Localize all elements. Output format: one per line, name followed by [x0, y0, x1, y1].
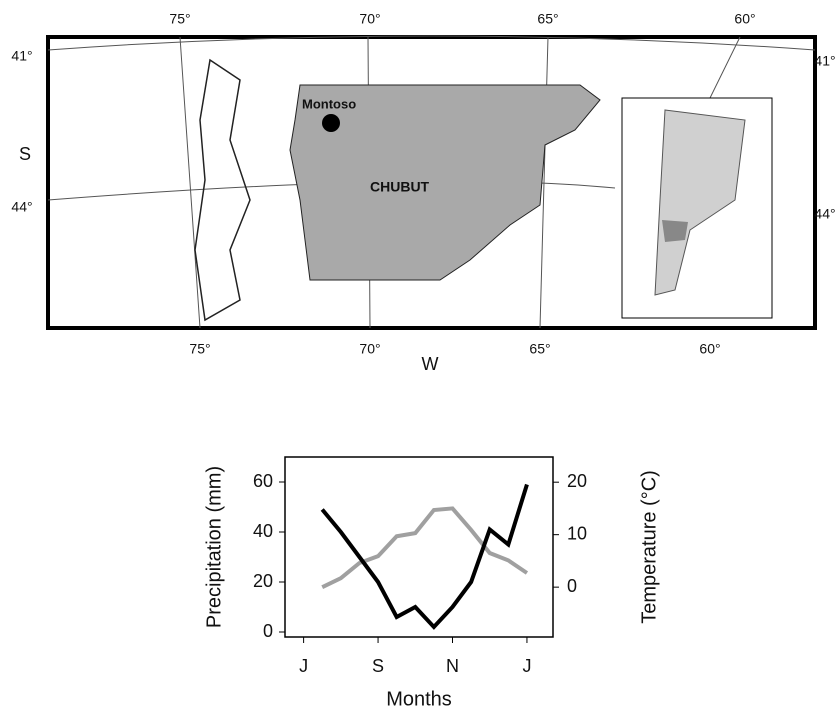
longitude-label: 70° — [359, 341, 380, 357]
y2-axis-label: Temperature (°C) — [638, 470, 660, 624]
y-tick-label: 60 — [253, 471, 273, 491]
latitude-label: 44° — [11, 199, 32, 215]
site-label: Montoso — [302, 96, 356, 111]
y2-tick-label: 20 — [567, 471, 587, 491]
chart: Months Precipitation (mm) Temperature (°… — [203, 456, 660, 710]
longitude-label: 65° — [529, 341, 550, 357]
x-tick-label: J — [522, 656, 531, 676]
data-line — [321, 506, 529, 589]
longitude-label: 60° — [734, 11, 755, 27]
chubut-province — [289, 84, 601, 281]
site-marker — [322, 114, 340, 132]
longitude-label: 60° — [699, 341, 720, 357]
latitude-label: 41° — [11, 48, 32, 64]
longitude-label: 75° — [169, 11, 190, 27]
x-tick-label: N — [446, 656, 459, 676]
map: 75° 70° 65° 60° 75° 70° 65° 60° W S 41° … — [11, 11, 835, 374]
y-tick-label: 0 — [263, 621, 273, 641]
x-tick-label: J — [299, 656, 308, 676]
longitude-label: 65° — [537, 11, 558, 27]
x-axis-label: Months — [386, 688, 452, 710]
plot-frame — [284, 456, 554, 638]
latitude-label: 41° — [814, 53, 835, 69]
data-line — [320, 483, 529, 630]
y-tick-label: 40 — [253, 521, 273, 541]
chile-coast — [194, 58, 251, 322]
latitude-label: 44° — [814, 206, 835, 222]
hemisphere-label: S — [19, 144, 31, 164]
x-tick-label: S — [372, 656, 384, 676]
y2-tick-label: 10 — [567, 523, 587, 543]
y2-tick-label: 0 — [567, 576, 577, 596]
y-axis-label: Precipitation (mm) — [203, 466, 225, 628]
inset-chubut — [662, 220, 688, 242]
longitude-label: 70° — [359, 11, 380, 27]
longitude-label: 75° — [189, 341, 210, 357]
y-tick-label: 20 — [253, 571, 273, 591]
inset-argentina — [654, 109, 746, 296]
province-label: CHUBUT — [370, 179, 430, 195]
hemisphere-label: W — [422, 354, 439, 374]
